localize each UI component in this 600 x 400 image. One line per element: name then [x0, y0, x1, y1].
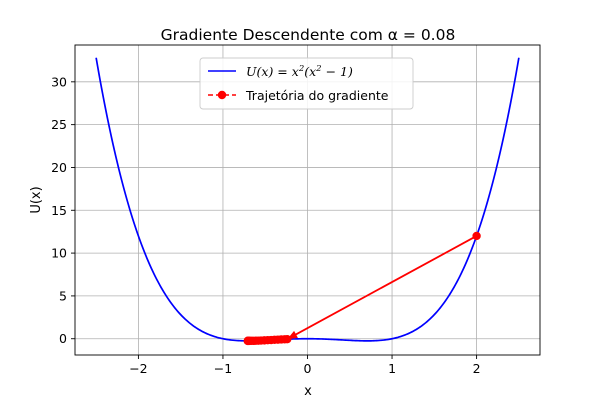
- legend-box: [199, 57, 414, 110]
- chart-title: Gradiente Descendente com α = 0.08: [161, 26, 456, 44]
- x-tick-label: 2: [473, 361, 481, 376]
- plot-area: [95, 57, 520, 346]
- legend-label-exponent: 2: [298, 64, 304, 74]
- legend: U(x) = x2(x2 − 1) Trajetória do gradient…: [199, 57, 414, 110]
- legend-marker-trajectory: [217, 90, 227, 100]
- legend-label-exponent: 2: [315, 64, 321, 74]
- x-tick-label: −2: [129, 361, 147, 376]
- y-tick-label: 25: [51, 117, 67, 132]
- y-tick-label: 10: [51, 246, 67, 261]
- x-tick-label: 0: [304, 361, 312, 376]
- y-tick-label: 15: [51, 203, 67, 218]
- trajectory-point: [243, 336, 252, 346]
- x-axis-label: x: [304, 384, 312, 399]
- y-tick-label: 30: [51, 74, 67, 89]
- x-tick-label: −1: [214, 361, 232, 376]
- y-tick-label: 20: [51, 160, 67, 175]
- y-tick-label: 5: [59, 288, 67, 303]
- legend-label-part: U(x) = x: [246, 64, 299, 79]
- legend-label-potential: U(x) = x2(x2 − 1): [246, 64, 353, 79]
- legend-label-part: (x: [304, 64, 316, 79]
- trajectory-segment: [286, 235, 478, 340]
- trajectory-point: [472, 231, 481, 241]
- y-tick-label: 0: [59, 331, 67, 346]
- series-line-potential: [95, 57, 520, 342]
- y-axis-label: U(x): [29, 186, 44, 213]
- legend-label-part: − 1): [322, 64, 353, 79]
- x-tick-label: 1: [388, 361, 396, 376]
- legend-label-trajectory: Trajetória do gradiente: [245, 88, 389, 103]
